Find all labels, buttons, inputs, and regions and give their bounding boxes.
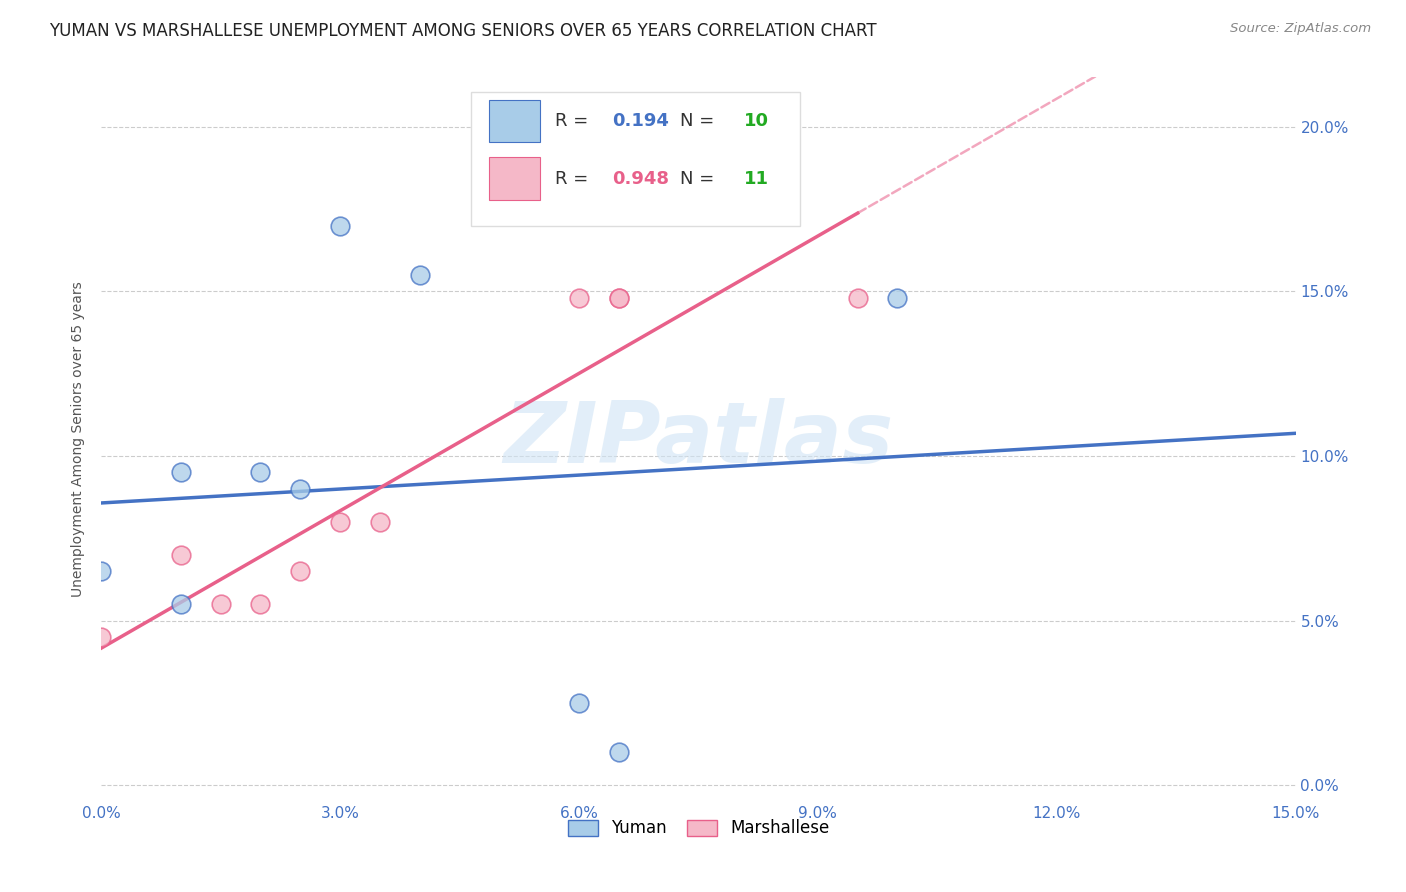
Text: 10: 10 <box>744 112 769 130</box>
Point <box>329 515 352 529</box>
Point <box>90 564 112 578</box>
Point <box>607 291 630 305</box>
Point <box>170 466 193 480</box>
Point <box>568 291 591 305</box>
Point <box>368 515 391 529</box>
Point <box>846 291 869 305</box>
Text: Source: ZipAtlas.com: Source: ZipAtlas.com <box>1230 22 1371 36</box>
Point <box>209 597 232 611</box>
Text: N =: N = <box>681 112 720 130</box>
Point <box>249 597 271 611</box>
Text: YUMAN VS MARSHALLESE UNEMPLOYMENT AMONG SENIORS OVER 65 YEARS CORRELATION CHART: YUMAN VS MARSHALLESE UNEMPLOYMENT AMONG … <box>49 22 877 40</box>
Point <box>170 548 193 562</box>
Text: 0.948: 0.948 <box>613 169 669 188</box>
Text: R =: R = <box>555 112 595 130</box>
Point <box>568 696 591 710</box>
Text: ZIPatlas: ZIPatlas <box>503 398 894 481</box>
Text: N =: N = <box>681 169 720 188</box>
Point <box>886 291 908 305</box>
Legend: Yuman, Marshallese: Yuman, Marshallese <box>561 813 835 844</box>
Point <box>290 564 312 578</box>
Text: R =: R = <box>555 169 595 188</box>
FancyBboxPatch shape <box>489 100 540 142</box>
Point <box>290 482 312 496</box>
Point <box>607 291 630 305</box>
Point <box>409 268 432 282</box>
Point <box>90 630 112 644</box>
Point <box>249 466 271 480</box>
Point <box>329 219 352 233</box>
Text: 0.194: 0.194 <box>613 112 669 130</box>
Point <box>170 597 193 611</box>
FancyBboxPatch shape <box>471 92 800 226</box>
Text: 11: 11 <box>744 169 769 188</box>
Y-axis label: Unemployment Among Seniors over 65 years: Unemployment Among Seniors over 65 years <box>72 282 86 598</box>
FancyBboxPatch shape <box>489 158 540 200</box>
Point <box>607 745 630 759</box>
